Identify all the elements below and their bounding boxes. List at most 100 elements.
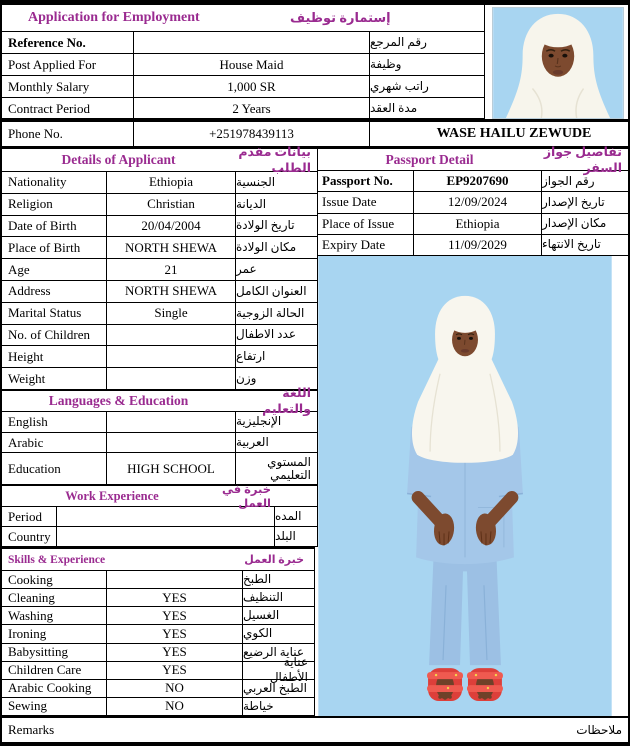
headshot-photo [492,7,624,119]
weight-value [106,368,235,389]
babysitting-value: YES [106,643,242,661]
arabic-value [106,432,235,453]
monthly-salary-value: 1,000 SR [133,76,369,97]
period-label: Period [8,508,42,524]
children-care-label-arabic: عناية الأطفال [242,655,314,684]
table-row: Place of Issue Ethiopia مكان الإصدار [318,212,628,234]
table-row: Cleaning YES التنظيف [2,588,314,607]
table-row: Height ارتفاع [2,345,317,368]
table-row: Period المده [2,506,317,526]
post-applied-label-arabic: وظيفة [369,54,484,75]
phone-row: Phone No. +251978439113 WASE HAILU ZEWUD… [2,119,628,148]
languages-title: Languages & Education [48,393,189,408]
date-of-birth-label-arabic: تاريخ الولادة [235,215,317,237]
table-row: Place of Birth NORTH SHEWA مكان الولادة [2,236,317,259]
period-value [56,507,274,526]
arabic-cooking-label-arabic: الطبخ العربي [242,679,314,697]
sewing-label: Sewing [8,698,47,714]
work-experience-table: Work Experience خبرة في العمل Period الم… [2,484,318,547]
washing-label-arabic: الغسيل [242,607,314,625]
details-title: Details of Applicant [61,152,176,167]
nationality-label-arabic: الجنسية [235,172,317,193]
table-row: Nationality Ethiopia الجنسية [2,171,317,193]
washing-value: YES [106,607,242,625]
table-row: Contract Period 2 Years مدة العقد [2,97,484,119]
phone-label: Phone No. [8,126,63,141]
cleaning-label-arabic: التنظيف [242,589,314,607]
ironing-label-arabic: الكوي [242,625,314,643]
issue-date-value: 12/09/2024 [413,192,541,213]
religion-label-arabic: الديانة [235,193,317,215]
monthly-salary-label-arabic: راتب شهري [369,76,484,97]
age-label: Age [8,261,30,277]
marital-status-value: Single [106,302,235,324]
date-of-birth-value: 20/04/2004 [106,215,235,237]
period-label-arabic: المده [274,507,317,526]
english-label-arabic: الإنجليزية [235,412,317,432]
address-label: Address [8,283,51,299]
table-row: Arabic Cooking NO الطبخ العربي [2,678,314,697]
table-row: Country البلد [2,526,317,546]
country-label: Country [8,528,51,544]
sewing-label-arabic: خياطة [242,697,314,715]
nationality-value: Ethiopia [106,172,235,193]
languages-title-arabic: اللغة والتعليم [262,386,311,416]
post-applied-value: House Maid [133,54,369,75]
expiry-date-label: Expiry Date [322,236,386,252]
place-of-birth-value: NORTH SHEWA [106,237,235,259]
details-of-applicant-table: Details of Applicant بيانات مقدم الطلب N… [2,145,318,390]
passport-header: Passport Detail تفاصيل جواز السفر [318,145,628,175]
place-of-birth-label-arabic: مكان الولادة [235,237,317,259]
age-label-arabic: عمر [235,259,317,280]
reference-no-value [133,32,369,53]
arabic-cooking-value: NO [106,679,242,697]
children-care-label: Children Care [8,662,82,678]
arabic-label-arabic: العربية [235,432,317,453]
religion-value: Christian [106,193,235,215]
work-header: Work Experience خبرة في العمل [2,484,317,510]
passport-no-label: Passport No. [322,173,393,189]
arabic-cooking-label: Arabic Cooking [8,680,92,696]
table-row: Babysitting YES عناية الرضيع [2,642,314,661]
table-row: Weight وزن [2,367,317,389]
english-label: English [8,413,48,429]
remarks-label: Remarks [8,722,55,737]
address-label-arabic: العنوان الكامل [235,280,317,302]
table-row: Age 21 عمر [2,258,317,280]
full-body-illustration [318,256,612,716]
full-body-photo [318,256,612,716]
table-row: Passport No. EP9207690 رقم الجواز [318,170,628,192]
date-of-birth-label: Date of Birth [8,217,77,233]
children-value [106,324,235,346]
table-row: Arabic العربية [2,431,317,453]
table-row: Ironing YES الكوي [2,624,314,643]
cooking-label: Cooking [8,571,53,587]
religion-label: Religion [8,196,53,212]
details-header: Details of Applicant بيانات مقدم الطلب [2,145,317,175]
passport-title: Passport Detail [385,151,474,167]
table-row: English الإنجليزية [2,411,317,432]
passport-title-arabic: تفاصيل جواز السفر [543,144,622,175]
expiry-date-value: 11/09/2029 [413,234,541,255]
marital-status-label-arabic: الحالة الزوجية [235,302,317,324]
weight-label-arabic: وزن [235,368,317,389]
washing-label: Washing [8,607,54,623]
arabic-label: Arabic [8,434,44,450]
children-label: No. of Children [8,326,90,342]
place-of-birth-label: Place of Birth [8,239,81,255]
babysitting-label: Babysitting [8,644,68,660]
details-title-arabic: بيانات مقدم الطلب [238,145,311,175]
form-title: Application for Employment [28,10,200,25]
contract-period-value: 2 Years [133,98,369,119]
table-row: Washing YES الغسيل [2,606,314,625]
reference-no-label-arabic: رقم المرجع [369,32,484,53]
place-of-issue-value: Ethiopia [413,213,541,234]
table-row: Address NORTH SHEWA العنوان الكامل [2,279,317,302]
place-of-issue-label-arabic: مكان الإصدار [541,213,628,234]
table-row: Marital Status Single الحالة الزوجية [2,301,317,324]
skills-title: Skills & Experience [8,553,106,566]
skills-experience-table: Skills & Experience خبرة العمل Cooking ا… [2,547,315,716]
age-value: 21 [106,259,235,280]
contract-period-label: Contract Period [8,100,90,116]
